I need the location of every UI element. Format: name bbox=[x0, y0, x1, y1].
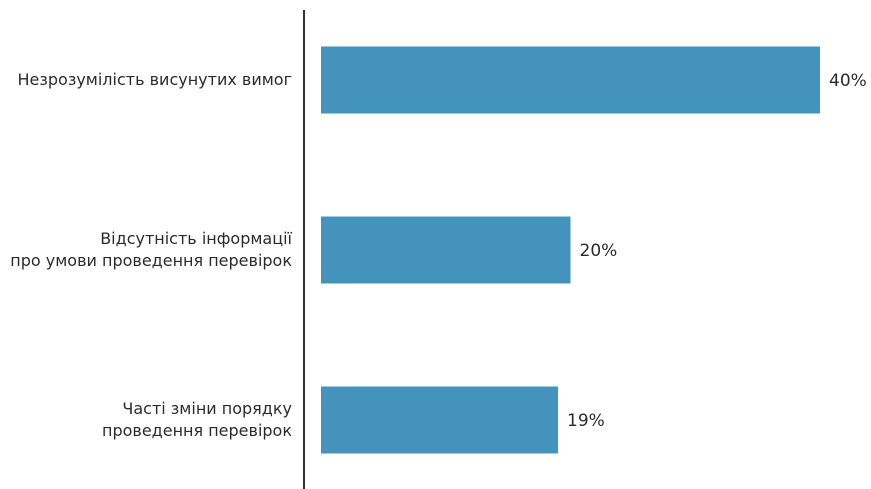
value-label-3: 19% bbox=[567, 411, 605, 431]
value-label-1: 40% bbox=[829, 71, 867, 91]
bar-3 bbox=[321, 386, 559, 454]
bar-1 bbox=[321, 46, 820, 114]
category-label-3-line-2: проведення перевірок bbox=[102, 421, 292, 440]
category-label-1-line-1: Незрозумілість висунутих вимог bbox=[17, 70, 292, 89]
category-label-3-line-1: Часті зміни порядку bbox=[122, 399, 292, 418]
category-label-2-line-2: про умови проведення перевірок bbox=[10, 251, 292, 270]
bars-layer bbox=[321, 46, 820, 454]
category-label-2-line-1: Відсутність інформації bbox=[100, 229, 292, 248]
value-label-2: 20% bbox=[580, 241, 618, 261]
category-labels: Незрозумілість висунутих вимог Відсутніст… bbox=[10, 70, 292, 440]
bar-2 bbox=[321, 216, 571, 284]
value-labels: 40% 20% 19% bbox=[567, 71, 867, 431]
